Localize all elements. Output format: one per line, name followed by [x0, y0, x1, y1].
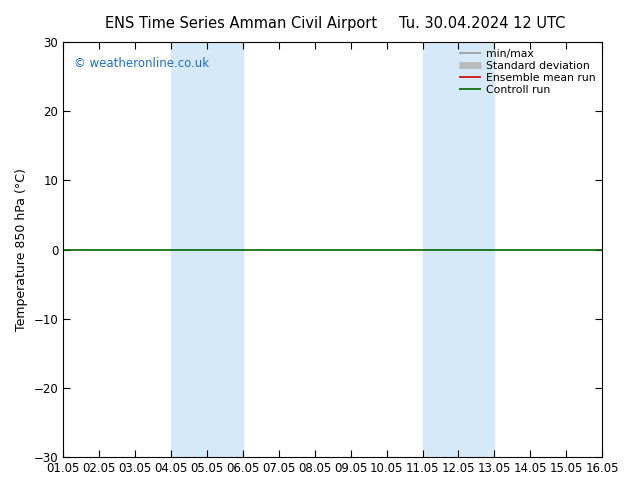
Bar	[171, 42, 243, 457]
Text: Tu. 30.04.2024 12 UTC: Tu. 30.04.2024 12 UTC	[399, 16, 565, 31]
Legend: min/max, Standard deviation, Ensemble mean run, Controll run: min/max, Standard deviation, Ensemble me…	[455, 44, 600, 99]
Bar	[422, 42, 495, 457]
Text: © weatheronline.co.uk: © weatheronline.co.uk	[74, 56, 209, 70]
Text: ENS Time Series Amman Civil Airport: ENS Time Series Amman Civil Airport	[105, 16, 377, 31]
Y-axis label: Temperature 850 hPa (°C): Temperature 850 hPa (°C)	[15, 168, 28, 331]
